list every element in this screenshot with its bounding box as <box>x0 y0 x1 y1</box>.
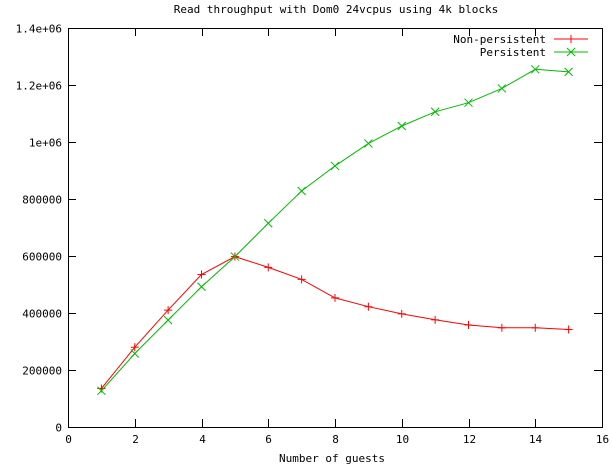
series-line-persistent <box>101 68 569 392</box>
data-point-persistent <box>197 282 206 292</box>
y-axis: 0 200000 400000 600000 800000 1e+06 1.2e+06 1.4… <box>16 23 602 435</box>
data-point-non-persistent <box>297 275 306 284</box>
data-point-non-persistent <box>197 270 206 279</box>
data-point-non-persistent <box>331 293 339 302</box>
series-line-non-persistent <box>101 256 569 389</box>
data-point-persistent <box>397 121 407 131</box>
data-point-persistent <box>530 64 540 74</box>
x-tick-label: 14 <box>529 433 543 446</box>
data-point-non-persistent <box>431 315 440 324</box>
x-tick-label: 0 <box>65 433 72 446</box>
y-tick-label: 1.4e+06 <box>16 23 62 36</box>
legend-marker <box>566 47 576 57</box>
data-point-non-persistent <box>464 320 473 329</box>
x-tick-label: 10 <box>396 433 409 446</box>
data-point-persistent <box>497 84 507 93</box>
data-point-non-persistent <box>164 306 173 315</box>
y-tick-label: 600000 <box>22 251 62 264</box>
data-point-non-persistent <box>564 325 573 334</box>
series-persistent <box>97 64 573 396</box>
data-point-persistent <box>97 386 106 396</box>
legend-entry-non-persistent: Non-persistent <box>453 33 588 46</box>
data-point-persistent <box>330 161 340 171</box>
data-point-persistent <box>263 218 273 228</box>
legend-label: Non-persistent <box>453 33 546 46</box>
data-point-persistent <box>464 98 473 108</box>
x-tick-label: 2 <box>132 433 139 446</box>
data-point-persistent <box>297 186 306 196</box>
x-axis: 0 2 4 6 8 10 12 14 16 <box>65 28 609 446</box>
data-point-persistent <box>130 349 140 358</box>
data-point-persistent <box>564 67 573 77</box>
y-tick-label: 1.2e+06 <box>16 80 62 93</box>
y-tick-label: 1e+06 <box>29 137 62 150</box>
data-point-non-persistent <box>497 323 506 332</box>
data-point-persistent <box>430 107 440 117</box>
y-tick-label: 400000 <box>22 308 62 321</box>
series-layer <box>97 64 573 396</box>
legend-label: Persistent <box>480 46 546 59</box>
x-tick-label: 4 <box>199 433 206 446</box>
data-point-persistent <box>163 315 173 325</box>
x-tick-label: 6 <box>265 433 272 446</box>
legend-entry-persistent: Persistent <box>480 46 588 59</box>
data-point-non-persistent <box>264 263 273 272</box>
x-tick-label: 8 <box>332 433 339 446</box>
plot-border <box>68 28 603 428</box>
data-point-non-persistent <box>364 302 373 311</box>
data-point-persistent <box>364 139 373 148</box>
data-point-persistent <box>230 252 240 261</box>
data-point-non-persistent <box>130 343 139 352</box>
x-tick-label: 16 <box>596 433 609 446</box>
series-non-persistent <box>97 252 573 393</box>
x-tick-label: 12 <box>463 433 476 446</box>
legend-marker <box>567 35 575 43</box>
y-tick-label: 800000 <box>22 194 62 207</box>
x-axis-label: Number of guests <box>279 452 385 465</box>
data-point-non-persistent <box>531 323 540 332</box>
y-tick-label: 200000 <box>22 365 62 378</box>
plot-area <box>68 28 603 428</box>
chart-title: Read throughput with Dom0 24vcpus using … <box>174 3 499 16</box>
y-tick-label: 0 <box>55 422 62 435</box>
data-point-non-persistent <box>397 309 406 318</box>
